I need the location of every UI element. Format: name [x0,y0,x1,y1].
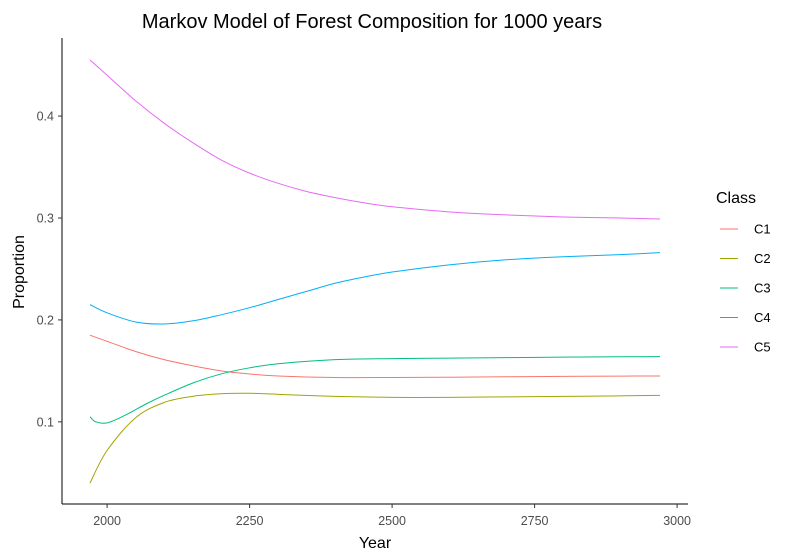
plot-area: 2000 2250 2500 2750 3000 0.1 0.2 0.3 0.4 [37,38,691,528]
y-tick-label-0.2: 0.2 [37,313,54,327]
chart-title: Markov Model of Forest Composition for 1… [142,11,602,33]
series-line-c1 [89,334,661,379]
legend-items: C1 C2 C3 C4 C5 [720,222,771,355]
y-tick-label-0.1: 0.1 [37,415,54,429]
x-tick-label-2000: 2000 [93,514,121,528]
series-line-c5 [89,59,661,220]
y-axis-title: Proportion [11,235,28,309]
legend-label-c1: C1 [754,222,771,237]
series-line-c3 [89,356,661,424]
series-line-c4 [89,252,661,325]
legend: Class C1 C2 C3 C4 C5 [716,190,771,355]
x-tick-label-3000: 3000 [663,514,691,528]
x-axis-title: Year [359,535,392,552]
series-group [89,59,661,484]
series-line-c2 [89,392,661,484]
y-tick-label-0.4: 0.4 [37,110,54,124]
y-axis-ticks: 0.1 0.2 0.3 0.4 [37,110,62,429]
x-axis-ticks: 2000 2250 2500 2750 3000 [93,504,691,528]
legend-label-c5: C5 [754,340,771,355]
legend-label-c3: C3 [754,281,771,296]
legend-label-c4: C4 [754,310,771,325]
x-tick-label-2750: 2750 [521,514,549,528]
y-tick-label-0.3: 0.3 [37,211,54,225]
legend-title: Class [716,190,756,207]
x-tick-label-2500: 2500 [378,514,406,528]
legend-label-c2: C2 [754,251,771,266]
x-tick-label-2250: 2250 [236,514,264,528]
